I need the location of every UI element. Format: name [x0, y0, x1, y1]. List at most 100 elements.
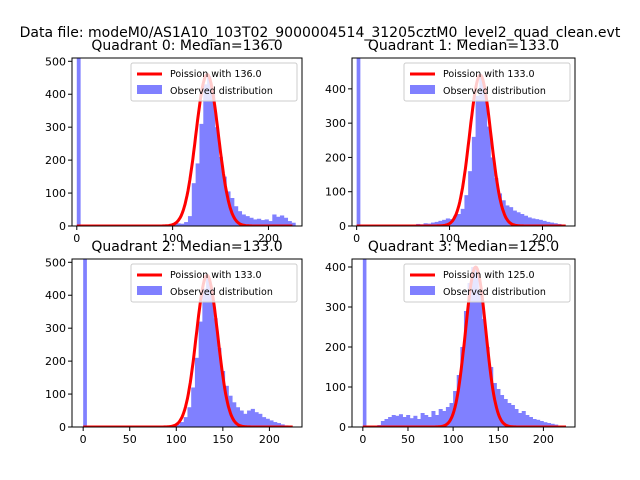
quadrant-3-histogram-bar	[478, 291, 483, 427]
quadrant-1-poisson-fit-line	[356, 73, 567, 226]
quadrant-2-histogram-bar	[198, 321, 203, 427]
quadrant-2-ytick-label: 200	[45, 355, 66, 368]
quadrant-3-histogram-bar	[388, 417, 393, 427]
quadrant-2-histogram-bar	[254, 412, 259, 427]
quadrant-0-xtick-label: 0	[73, 232, 80, 245]
quadrant-0-axes-frame	[71, 57, 303, 227]
quadrant-2-histogram-bar	[273, 422, 278, 427]
quadrant-1-legend: Poission with 133.0 Observed distribution	[403, 62, 571, 102]
quadrant-1-histogram-bar	[475, 95, 480, 226]
quadrant-3-xtick-label: 200	[533, 433, 554, 446]
quadrant-3-xtick-label: 100	[443, 433, 464, 446]
quadrant-3-histogram-bar	[532, 419, 537, 427]
quadrant-1-histogram-bar	[494, 178, 499, 226]
quadrant-0-plot-area	[76, 58, 296, 226]
quadrant-0-histogram-bar	[214, 127, 220, 226]
quadrant-0-histogram-bar	[291, 222, 296, 226]
quadrant-1-histogram-bar	[538, 219, 543, 226]
quadrant-3-ytick-label: 100	[325, 381, 346, 394]
quadrant-1-legend-hist-swatch	[410, 85, 435, 94]
quadrant-3-histogram-bar	[500, 395, 505, 427]
quadrant-3-histogram-bar	[543, 422, 548, 427]
quadrant-2-poisson-fit-line	[82, 274, 294, 427]
quadrant-2-histogram-bar	[183, 417, 188, 427]
quadrant-1-histogram-bar	[445, 218, 450, 226]
quadrant-3-histogram-bar	[413, 415, 418, 427]
quadrant-0-zero-spike-bar	[76, 58, 81, 226]
quadrant-2-histogram-bar	[180, 422, 185, 427]
quadrant-1-ytick-label: 0	[339, 220, 346, 233]
quadrant-3-histogram-bar	[460, 347, 465, 427]
quadrant-3-histogram-bar	[417, 419, 422, 427]
quadrant-3-histogram-bar	[391, 415, 396, 427]
quadrant-0-histogram-bar	[283, 217, 289, 226]
quadrant-0-ytick-label: 400	[45, 88, 66, 101]
quadrant-3-histogram-bar	[496, 389, 501, 427]
quadrant-2-xtick-label: 150	[212, 433, 233, 446]
quadrant-3-poisson-fit-line	[362, 265, 567, 427]
quadrant-1-ytick-label: 100	[325, 186, 346, 199]
quadrant-0-xtick-label: 200	[258, 232, 279, 245]
quadrant-1-xtick-label: 100	[439, 232, 460, 245]
quadrant-3-histogram-bar	[525, 415, 530, 427]
quadrant-3-xtick-label: 50	[401, 433, 415, 446]
quadrant-2-histogram-bar	[232, 402, 237, 427]
quadrant-3-histogram-bar	[406, 415, 411, 427]
quadrant-2-histogram-bar	[265, 418, 270, 427]
quadrant-2-histogram-bar	[224, 385, 229, 427]
quadrant-1-ytick-label: 400	[325, 83, 346, 96]
quadrant-3-histogram-bar	[384, 419, 389, 427]
quadrant-1-histogram-bar	[442, 219, 447, 226]
subplots: Quadrant 0: Median=136.00100200300400500…	[45, 38, 576, 446]
quadrant-2-histogram-bar	[276, 423, 281, 427]
quadrant-3-histogram-bar	[514, 409, 519, 427]
quadrant-1-histogram-bar	[516, 212, 521, 226]
quadrant-0-ytick-label: 300	[45, 121, 66, 134]
quadrant-0-histogram-bar	[272, 214, 277, 226]
quadrant-3-histogram-bar	[456, 375, 461, 427]
quadrant-3-legend-fit-label: Poission with 125.0	[443, 270, 535, 281]
quadrant-1-legend-box	[403, 62, 571, 102]
quadrant-0-histogram-bar	[226, 191, 231, 226]
quadrant-0-ytick-label: 100	[45, 187, 66, 200]
quadrant-2-histogram-bar	[206, 277, 211, 427]
quadrant-1-histogram-bar	[490, 157, 495, 226]
quadrant-2-legend-hist-swatch	[137, 286, 162, 295]
quadrant-2-zero-spike-bar	[83, 259, 87, 427]
quadrant-3-legend-box	[403, 263, 571, 303]
quadrant-3-histogram-bar	[521, 411, 526, 427]
quadrant-1-histogram-bar	[430, 222, 436, 226]
quadrant-3-histogram-bar	[518, 413, 523, 427]
quadrant-1-histogram-bar	[468, 171, 473, 226]
quadrant-0-histogram-bar	[195, 163, 200, 226]
quadrant-2-histogram-bar	[250, 408, 255, 427]
quadrant-3-histogram-bar	[503, 399, 508, 427]
quadrant-3-legend-hist-swatch	[410, 286, 435, 295]
quadrant-3-histogram-bar	[463, 311, 468, 427]
quadrant-0-histogram-bar	[279, 215, 285, 226]
quadrant-0-ytick-label: 500	[45, 55, 66, 68]
quadrant-0-histogram-bar	[249, 217, 254, 226]
quadrant-1-histogram-bar	[453, 215, 458, 226]
quadrant-1-histogram-bar	[549, 222, 555, 226]
quadrant-2-histogram-bar	[202, 288, 207, 427]
quadrant-3-xtick-label: 0	[359, 433, 366, 446]
quadrant-3-plot-area	[362, 259, 567, 427]
quadrant-3-histogram-bar	[380, 421, 385, 427]
quadrant-1-histogram-bar	[456, 214, 462, 226]
quadrant-3-histogram-bar	[438, 409, 443, 427]
quadrant-0-histogram-bar	[222, 176, 227, 226]
quadrant-0-histogram-bar	[237, 211, 243, 226]
quadrant-3-histogram-bar	[435, 415, 440, 427]
quadrant-3-histogram-bar	[442, 411, 447, 427]
quadrant-0-histogram-bar	[180, 223, 185, 226]
quadrant-1-xtick-label: 0	[353, 232, 360, 245]
quadrant-2-legend: Poission with 133.0 Observed distribution	[130, 263, 298, 303]
quadrant-1-histogram-bar	[497, 193, 502, 226]
quadrant-3-xtick-label: 150	[488, 433, 509, 446]
quadrant-0-title: Quadrant 0: Median=136.0	[91, 38, 282, 54]
quadrant-3-histogram-bar	[528, 417, 533, 427]
quadrant-0-histogram-bar	[260, 220, 266, 226]
quadrant-3-histogram-bar	[398, 414, 403, 427]
